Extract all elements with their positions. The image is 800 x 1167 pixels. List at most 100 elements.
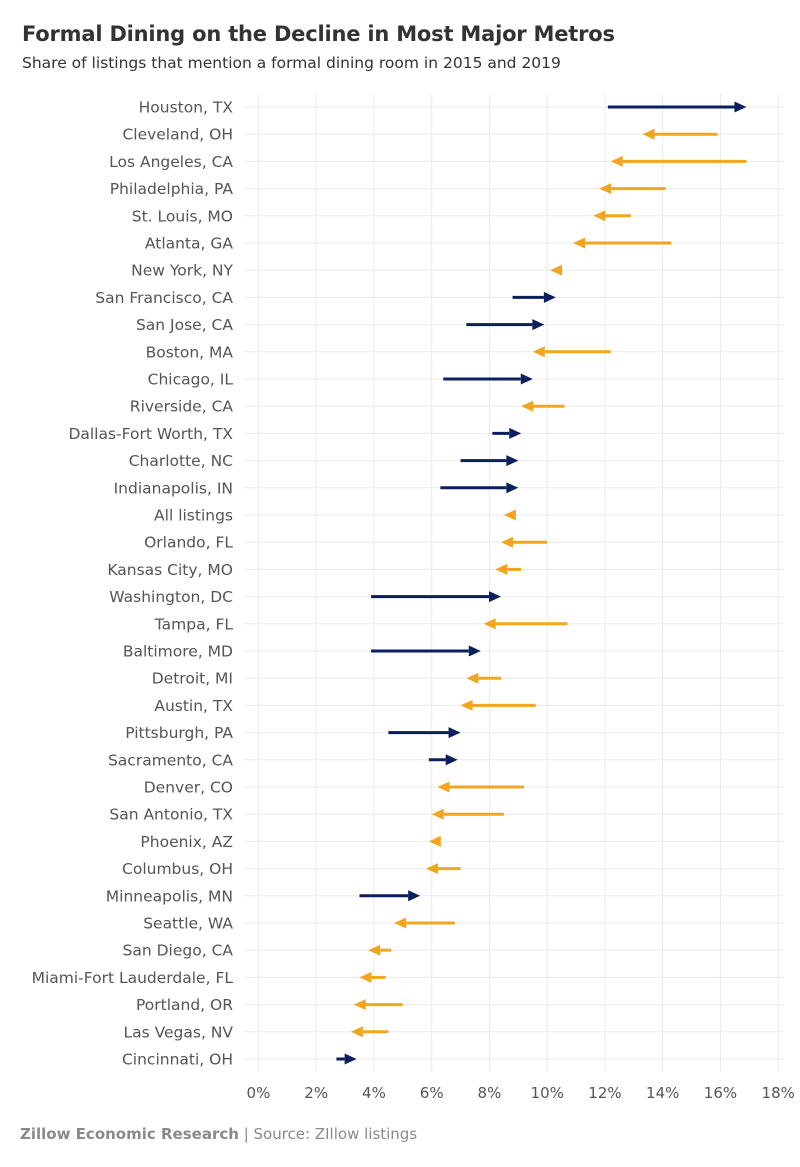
arrow-head xyxy=(550,264,563,276)
arrow-head xyxy=(642,128,655,140)
category-label: Miami-Fort Lauderdale, FL xyxy=(32,969,234,987)
x-axis-ticks: 0% 2% 4% 6% 8% 10% 12% 14% 16% 18% xyxy=(247,1084,795,1102)
arrows xyxy=(336,101,747,1065)
arrow xyxy=(350,1026,389,1038)
arrow-head xyxy=(425,863,438,875)
chart-footer: Zillow Economic Research | Source: ZIllo… xyxy=(20,1125,417,1143)
category-label: Kansas City, MO xyxy=(107,561,233,579)
arrow-head xyxy=(466,672,479,684)
arrow-head xyxy=(353,999,366,1011)
arrow xyxy=(495,563,522,575)
arrow xyxy=(521,400,565,412)
arrow xyxy=(532,346,611,358)
category-label: Baltimore, MD xyxy=(123,643,233,661)
arrow-head xyxy=(734,101,747,113)
arrow xyxy=(607,101,747,113)
arrow-head xyxy=(610,155,623,167)
arrow xyxy=(599,183,666,195)
category-label: Austin, TX xyxy=(154,697,233,715)
arrow xyxy=(466,319,545,331)
arrow-head xyxy=(359,971,372,983)
arrow xyxy=(501,536,548,548)
arrow xyxy=(492,427,522,439)
arrow-head xyxy=(543,291,556,303)
category-label: Philadelphia, PA xyxy=(110,180,234,198)
category-label: Phoenix, AZ xyxy=(140,833,233,851)
arrow-head xyxy=(428,835,441,847)
arrow-head xyxy=(344,1053,357,1065)
chart-subtitle: Share of listings that mention a formal … xyxy=(22,54,561,72)
arrow-head xyxy=(468,645,481,657)
arrow-head xyxy=(573,237,586,249)
x-tick-label: 8% xyxy=(478,1084,502,1102)
arrow-head xyxy=(532,319,545,331)
arrow xyxy=(443,373,533,385)
arrow-head xyxy=(599,183,612,195)
x-tick-label: 0% xyxy=(247,1084,271,1102)
category-label: Indianapolis, IN xyxy=(114,479,233,497)
arrow xyxy=(368,944,392,956)
arrow xyxy=(642,128,718,140)
footer-source: Source: ZIllow listings xyxy=(253,1125,418,1143)
category-label: Portland, OR xyxy=(136,996,233,1014)
category-label: Orlando, FL xyxy=(144,534,233,552)
x-tick-label: 6% xyxy=(420,1084,444,1102)
arrow-head xyxy=(394,917,407,929)
arrow xyxy=(336,1053,357,1065)
arrow-head xyxy=(350,1026,363,1038)
category-label: Boston, MA xyxy=(146,343,234,361)
category-label: Denver, CO xyxy=(144,779,233,797)
category-label: All listings xyxy=(154,507,233,525)
arrow-head xyxy=(431,808,444,820)
x-tick-label: 14% xyxy=(646,1084,679,1102)
arrow-head xyxy=(445,754,458,766)
category-label: Detroit, MI xyxy=(152,670,233,688)
arrow-head xyxy=(408,890,421,902)
arrow-head xyxy=(489,591,502,603)
arrow xyxy=(428,754,458,766)
arrow-head xyxy=(506,455,519,467)
arrow-head xyxy=(460,699,473,711)
category-label: Cleveland, OH xyxy=(122,126,233,144)
category-label: Columbus, OH xyxy=(122,860,233,878)
arrow xyxy=(437,781,525,793)
arrow-head xyxy=(521,400,534,412)
arrow-head xyxy=(509,427,522,439)
arrow xyxy=(466,672,502,684)
arrow-head xyxy=(483,618,496,630)
arrow xyxy=(394,917,455,929)
footer-separator: | xyxy=(238,1125,254,1143)
category-label: Chicago, IL xyxy=(148,371,234,389)
category-label: San Antonio, TX xyxy=(109,806,233,824)
category-label: San Jose, CA xyxy=(136,316,233,334)
category-label: Minneapolis, MN xyxy=(106,887,233,905)
arrow xyxy=(359,890,421,902)
arrow xyxy=(593,210,631,222)
arrow-head xyxy=(503,509,516,521)
arrow xyxy=(425,863,461,875)
arrow xyxy=(371,645,481,657)
arrow xyxy=(353,999,403,1011)
category-label: Los Angeles, CA xyxy=(109,153,233,171)
category-label: Seattle, WA xyxy=(143,915,233,933)
arrow-head xyxy=(501,536,514,548)
grid xyxy=(244,94,784,1072)
category-label: Las Vegas, NV xyxy=(123,1023,233,1041)
x-tick-label: 2% xyxy=(304,1084,328,1102)
category-label: New York, NY xyxy=(131,262,233,280)
category-label: Washington, DC xyxy=(109,588,233,606)
arrow xyxy=(503,509,516,521)
x-tick-label: 16% xyxy=(704,1084,737,1102)
arrow-head xyxy=(448,727,461,739)
category-labels: Houston, TX Cleveland, OH Los Angeles, CA P… xyxy=(32,99,234,1069)
arrow xyxy=(428,835,441,847)
category-label: Tampa, FL xyxy=(154,615,234,633)
category-label: Charlotte, NC xyxy=(129,452,233,470)
arrow-head xyxy=(520,373,533,385)
arrow-head xyxy=(437,781,450,793)
arrow xyxy=(460,699,536,711)
category-label: Riverside, CA xyxy=(130,398,234,416)
chart-title: Formal Dining on the Decline in Most Maj… xyxy=(22,22,615,46)
arrow xyxy=(359,971,386,983)
arrow xyxy=(388,727,461,739)
